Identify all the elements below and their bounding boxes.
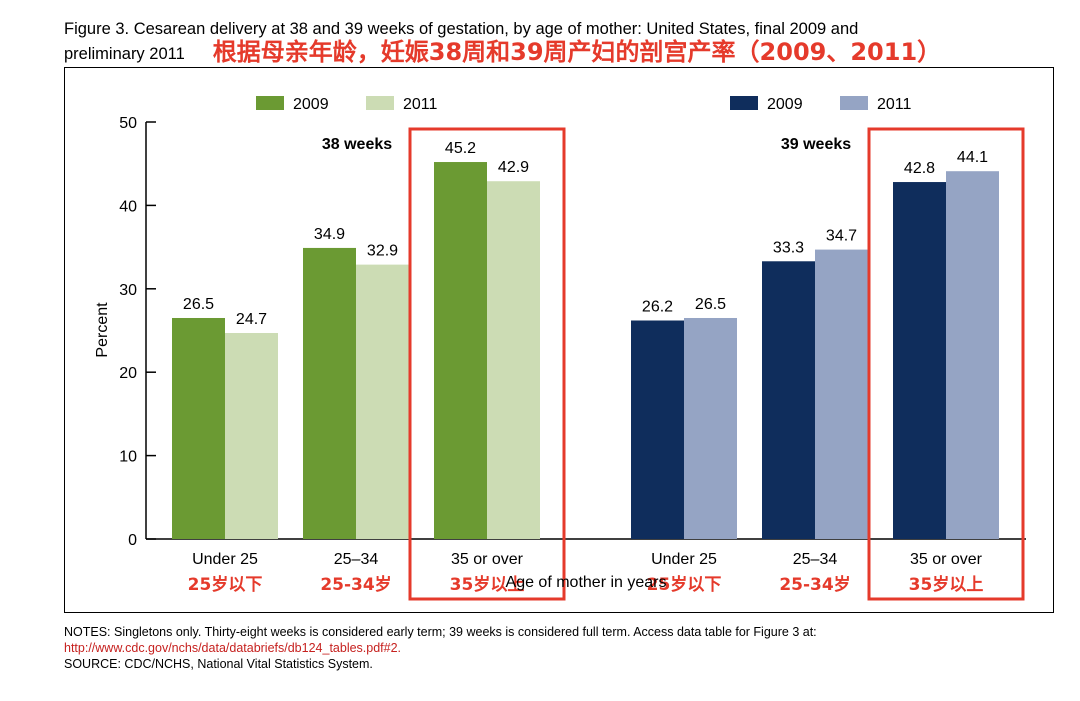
y-axis-label: Percent bbox=[94, 302, 111, 358]
highlight-box bbox=[867, 127, 1025, 601]
bar-value-label: 34.9 bbox=[314, 226, 345, 243]
bar-value-label: 42.8 bbox=[904, 160, 935, 177]
y-tick-label: 30 bbox=[119, 282, 137, 299]
x-category-label-cn: 35岁以上 bbox=[909, 574, 984, 595]
bar bbox=[172, 317, 225, 539]
bar bbox=[684, 317, 737, 539]
panel-title: 39 weeks bbox=[781, 136, 851, 153]
x-category-label: Under 25 bbox=[192, 551, 258, 568]
title-line-1: Figure 3. Cesarean delivery at 38 and 39… bbox=[64, 20, 859, 38]
legend-label: 2009 bbox=[293, 96, 329, 113]
figure-title: Figure 3. Cesarean delivery at 38 and 39… bbox=[64, 18, 941, 65]
chart-frame bbox=[64, 67, 1054, 613]
bar-value-label: 26.5 bbox=[183, 296, 214, 313]
bar-value-label: 34.7 bbox=[826, 228, 857, 245]
chinese-title: 根据母亲年龄，妊娠38周和39周产妇的剖宫产率（2009、2011） bbox=[212, 38, 942, 66]
bar bbox=[631, 320, 684, 539]
y-tick-label: 20 bbox=[119, 365, 137, 382]
bar-value-label: 26.5 bbox=[695, 296, 726, 313]
bar bbox=[893, 182, 946, 539]
bar-value-label: 26.2 bbox=[642, 298, 673, 315]
bar bbox=[434, 162, 487, 540]
x-category-label-cn: 25岁以下 bbox=[188, 574, 263, 595]
legend-swatch bbox=[366, 96, 394, 110]
legend-swatch bbox=[256, 96, 284, 110]
notes-text: NOTES: Singletons only. Thirty-eight wee… bbox=[64, 625, 817, 639]
title-line-2: preliminary 2011 bbox=[64, 45, 185, 63]
y-tick-label: 10 bbox=[119, 449, 137, 466]
legend-label: 2011 bbox=[877, 96, 912, 113]
bar-value-label: 24.7 bbox=[236, 311, 267, 328]
bar bbox=[225, 333, 278, 539]
data-table-link[interactable]: http://www.cdc.gov/nchs/data/databriefs/… bbox=[64, 641, 402, 655]
legend-swatch bbox=[840, 96, 868, 110]
highlight-box bbox=[408, 127, 566, 601]
y-tick-label: 50 bbox=[119, 115, 137, 132]
panel-title: 38 weeks bbox=[322, 136, 392, 153]
x-category-label: 35 or over bbox=[910, 551, 983, 568]
x-category-label-cn: 25-34岁 bbox=[320, 574, 391, 595]
source-text: SOURCE: CDC/NCHS, National Vital Statist… bbox=[64, 657, 373, 671]
bar bbox=[303, 247, 356, 539]
legend-swatch bbox=[730, 96, 758, 110]
y-tick-label: 40 bbox=[119, 198, 137, 215]
x-category-label: 35 or over bbox=[451, 551, 524, 568]
bar-value-label: 42.9 bbox=[498, 159, 529, 176]
bar bbox=[762, 261, 815, 539]
x-category-label: 25–34 bbox=[334, 551, 379, 568]
x-category-label: 25–34 bbox=[793, 551, 838, 568]
bar bbox=[946, 171, 999, 539]
bar bbox=[356, 264, 409, 539]
bar-value-label: 45.2 bbox=[445, 140, 476, 157]
bar bbox=[487, 181, 540, 540]
bar-value-label: 33.3 bbox=[773, 239, 804, 256]
x-category-label-cn: 25-34岁 bbox=[779, 574, 850, 595]
y-tick-label: 0 bbox=[128, 532, 137, 549]
x-axis-label: Age of mother in years bbox=[506, 574, 667, 591]
x-category-label-cn: 25岁以下 bbox=[647, 574, 722, 595]
notes-block: NOTES: Singletons only. Thirty-eight wee… bbox=[64, 624, 817, 672]
legend-label: 2009 bbox=[767, 96, 803, 113]
legend-label: 2011 bbox=[403, 96, 438, 113]
bar-value-label: 32.9 bbox=[367, 243, 398, 260]
bar bbox=[815, 249, 868, 540]
x-category-label-cn: 35岁以上 bbox=[450, 574, 525, 595]
bar-value-label: 44.1 bbox=[957, 149, 988, 166]
x-category-label: Under 25 bbox=[651, 551, 717, 568]
